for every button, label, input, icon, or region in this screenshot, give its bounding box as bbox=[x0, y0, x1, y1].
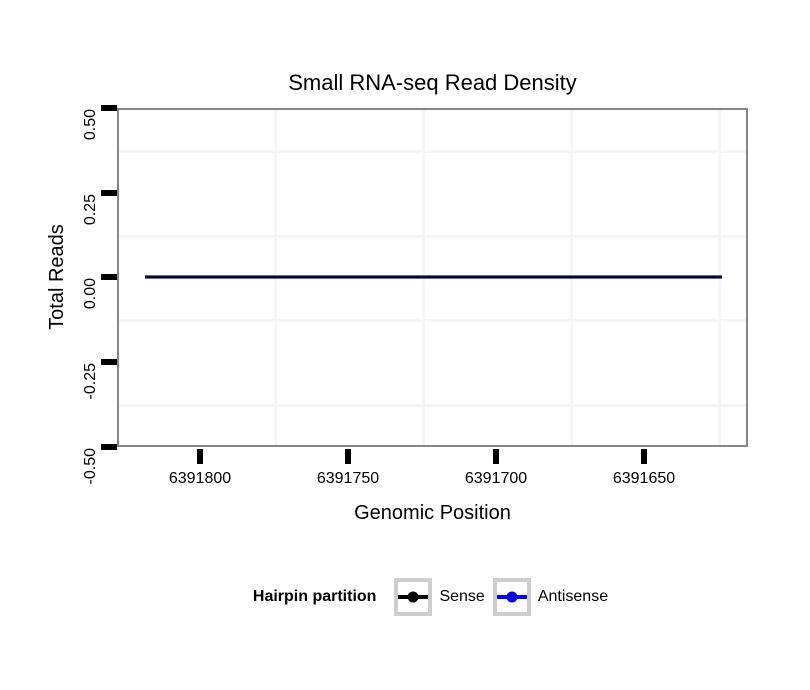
data-line-sense-antisense-overlap bbox=[145, 275, 722, 279]
x-tick-label: 6391700 bbox=[464, 470, 528, 487]
legend-label-sense: Sense bbox=[439, 588, 485, 605]
sense-point-swatch bbox=[407, 591, 419, 603]
x-tick-label: 6391750 bbox=[316, 470, 380, 487]
y-axis-tick bbox=[101, 105, 117, 111]
legend-key-antisense-icon bbox=[492, 578, 531, 616]
gridline-minor-horizontal bbox=[119, 150, 746, 153]
y-axis-tick bbox=[101, 190, 117, 196]
x-tick-label: 6391800 bbox=[168, 470, 232, 487]
x-tick-label: 6391650 bbox=[612, 470, 676, 487]
y-tick-label: -0.25 bbox=[82, 363, 99, 400]
y-tick-label: 0.00 bbox=[82, 278, 99, 310]
y-axis-tick bbox=[101, 274, 117, 280]
antisense-point-swatch bbox=[506, 591, 518, 603]
y-tick-label: -0.50 bbox=[82, 448, 99, 485]
legend-item-sense: Sense bbox=[394, 578, 485, 616]
y-axis-tick bbox=[101, 444, 117, 450]
y-tick-label: 0.50 bbox=[82, 109, 99, 141]
gridline-minor-horizontal bbox=[119, 404, 746, 407]
x-axis-tick bbox=[641, 449, 647, 464]
x-axis-title: Genomic Position bbox=[354, 502, 511, 524]
gridline-minor-horizontal bbox=[119, 235, 746, 238]
plot-panel bbox=[117, 108, 748, 447]
x-axis-tick bbox=[197, 449, 203, 464]
y-tick-label: 0.25 bbox=[82, 194, 99, 226]
legend-item-antisense: Antisense bbox=[492, 578, 609, 616]
legend: Hairpin partition Sense Antisense bbox=[117, 576, 748, 618]
legend-label-antisense: Antisense bbox=[537, 588, 609, 605]
gridline-minor-horizontal bbox=[119, 319, 746, 322]
y-axis-tick bbox=[101, 359, 117, 365]
legend-title: Hairpin partition bbox=[252, 588, 377, 605]
legend-key-sense-icon bbox=[394, 578, 433, 616]
chart-title: Small RNA-seq Read Density bbox=[288, 70, 577, 95]
x-axis-tick bbox=[345, 449, 351, 464]
x-axis-tick bbox=[493, 449, 499, 464]
y-axis-title: Total Reads bbox=[46, 224, 68, 330]
